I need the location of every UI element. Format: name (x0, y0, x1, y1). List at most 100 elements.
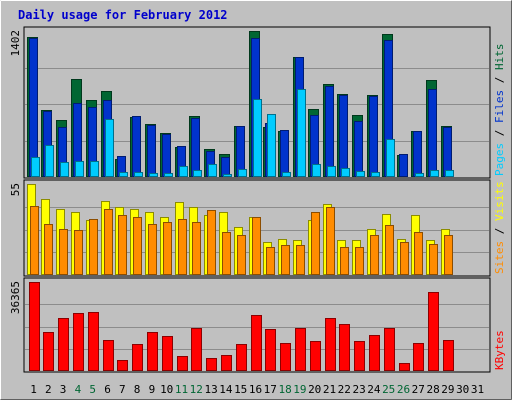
bar-kbytes-day-7 (117, 360, 128, 371)
x-tick-label-day-28: 28 (426, 383, 439, 396)
bar-pages-day-2 (45, 145, 54, 177)
bar-files-day-8 (132, 116, 141, 177)
bar-pages-day-29 (445, 170, 454, 177)
visits-sites-max-label: 55 (9, 183, 22, 196)
bar-sites-day-5 (89, 219, 98, 275)
bar-files-day-12 (191, 118, 200, 177)
bar-pages-day-25 (386, 139, 395, 177)
x-tick-label-day-2: 2 (45, 383, 52, 396)
bar-pages-day-28 (430, 170, 439, 177)
bar-pages-day-22 (341, 168, 350, 177)
hits-files-pages-legend: Pages / Files / Hits (493, 44, 506, 177)
bar-pages-day-3 (60, 162, 69, 177)
x-tick-label-day-18: 18 (278, 383, 291, 396)
bar-kbytes-day-13 (206, 358, 217, 371)
bar-kbytes-day-25 (384, 328, 395, 371)
bar-kbytes-day-6 (103, 340, 114, 371)
x-tick-label-day-3: 3 (60, 383, 67, 396)
bar-pages-day-17 (267, 114, 276, 177)
x-tick-label-day-8: 8 (134, 383, 141, 396)
legend-separator: / (493, 221, 506, 241)
hits-files-pages-max-label: 1402 (9, 30, 22, 57)
bar-pages-day-9 (149, 173, 158, 177)
bar-kbytes-day-2 (43, 332, 54, 371)
bar-kbytes-day-28 (428, 292, 439, 371)
bar-pages-day-7 (119, 172, 128, 177)
bar-pages-day-5 (90, 161, 99, 177)
kbytes-panel: 36365 KBytes (9, 277, 506, 373)
bar-files-day-10 (162, 134, 171, 177)
bar-kbytes-day-24 (369, 335, 380, 371)
bar-kbytes-day-8 (132, 344, 143, 371)
bar-pages-day-10 (164, 173, 173, 177)
bar-sites-day-4 (74, 230, 83, 275)
bar-files-day-21 (325, 86, 334, 177)
legend-separator: / (493, 123, 506, 143)
x-tick-label-day-25: 25 (382, 383, 395, 396)
x-tick-label-day-27: 27 (412, 383, 425, 396)
x-tick-label-day-17: 17 (264, 383, 277, 396)
bar-kbytes-day-3 (58, 318, 69, 371)
kbytes-legend-text: KBytes (493, 330, 506, 370)
x-tick-label-day-30: 30 (456, 383, 469, 396)
legend-item-visits: Visits (493, 181, 506, 221)
bar-files-day-24 (369, 96, 378, 177)
bar-sites-day-8 (133, 217, 142, 275)
bar-pages-day-4 (75, 161, 84, 177)
x-tick-label-day-23: 23 (352, 383, 365, 396)
bar-sites-day-12 (192, 222, 201, 275)
x-tick-label-day-14: 14 (219, 383, 233, 396)
legend-item-files: Files (493, 90, 506, 123)
bar-sites-day-29 (444, 235, 453, 275)
bar-kbytes-day-27 (413, 343, 424, 371)
bar-pages-day-11 (179, 166, 188, 177)
x-tick-label-day-11: 11 (175, 383, 188, 396)
x-tick-label-day-26: 26 (397, 383, 410, 396)
bar-files-day-9 (147, 125, 156, 177)
bar-sites-day-7 (118, 215, 127, 275)
bar-sites-day-17 (266, 247, 275, 275)
x-tick-label-day-15: 15 (234, 383, 247, 396)
bar-sites-day-14 (222, 232, 231, 275)
legend-item-kbytes: KBytes (493, 330, 506, 370)
bar-kbytes-day-26 (399, 363, 410, 371)
x-tick-label-day-7: 7 (119, 383, 126, 396)
visits-sites-legend: Sites / Visits (493, 181, 506, 274)
x-tick-label-day-12: 12 (190, 383, 203, 396)
chart-title: Daily usage for February 2012 (18, 8, 228, 22)
bar-pages-day-18 (282, 172, 291, 177)
bar-sites-day-9 (148, 224, 157, 275)
bar-kbytes-day-20 (310, 341, 321, 371)
bar-sites-day-19 (296, 245, 305, 275)
bar-kbytes-day-12 (191, 328, 202, 371)
bar-sites-day-28 (429, 244, 438, 275)
bar-sites-day-3 (59, 229, 68, 275)
bar-pages-day-15 (238, 169, 247, 177)
bar-sites-day-15 (237, 235, 246, 275)
bar-kbytes-day-15 (236, 344, 247, 371)
x-tick-label-day-20: 20 (308, 383, 321, 396)
bar-sites-day-6 (104, 209, 113, 275)
bar-kbytes-day-4 (73, 313, 84, 371)
bar-kbytes-day-19 (295, 328, 306, 371)
hits-files-pages-panel: 1402 Pages / Files / Hits (9, 26, 506, 179)
bar-pages-day-27 (415, 173, 424, 177)
legend-separator: / (493, 70, 506, 90)
bar-kbytes-day-23 (354, 341, 365, 371)
bar-kbytes-day-18 (280, 343, 291, 371)
bar-files-day-18 (280, 130, 289, 177)
legend-item-hits: Hits (493, 44, 506, 71)
bar-sites-day-1 (30, 206, 39, 275)
hits-files-pages-legend-text: Pages / Files / Hits (493, 44, 506, 177)
bar-sites-day-24 (370, 235, 379, 275)
bar-sites-day-22 (340, 247, 349, 275)
bar-kbytes-day-9 (147, 332, 158, 371)
x-tick-label-day-22: 22 (338, 383, 351, 396)
bar-kbytes-day-29 (443, 340, 454, 371)
bar-sites-day-13 (207, 210, 216, 275)
bar-sites-day-25 (385, 225, 394, 275)
bar-sites-day-27 (414, 232, 423, 275)
bar-sites-day-23 (355, 247, 364, 275)
bar-sites-day-16 (252, 217, 261, 275)
bar-files-day-29 (443, 127, 452, 177)
